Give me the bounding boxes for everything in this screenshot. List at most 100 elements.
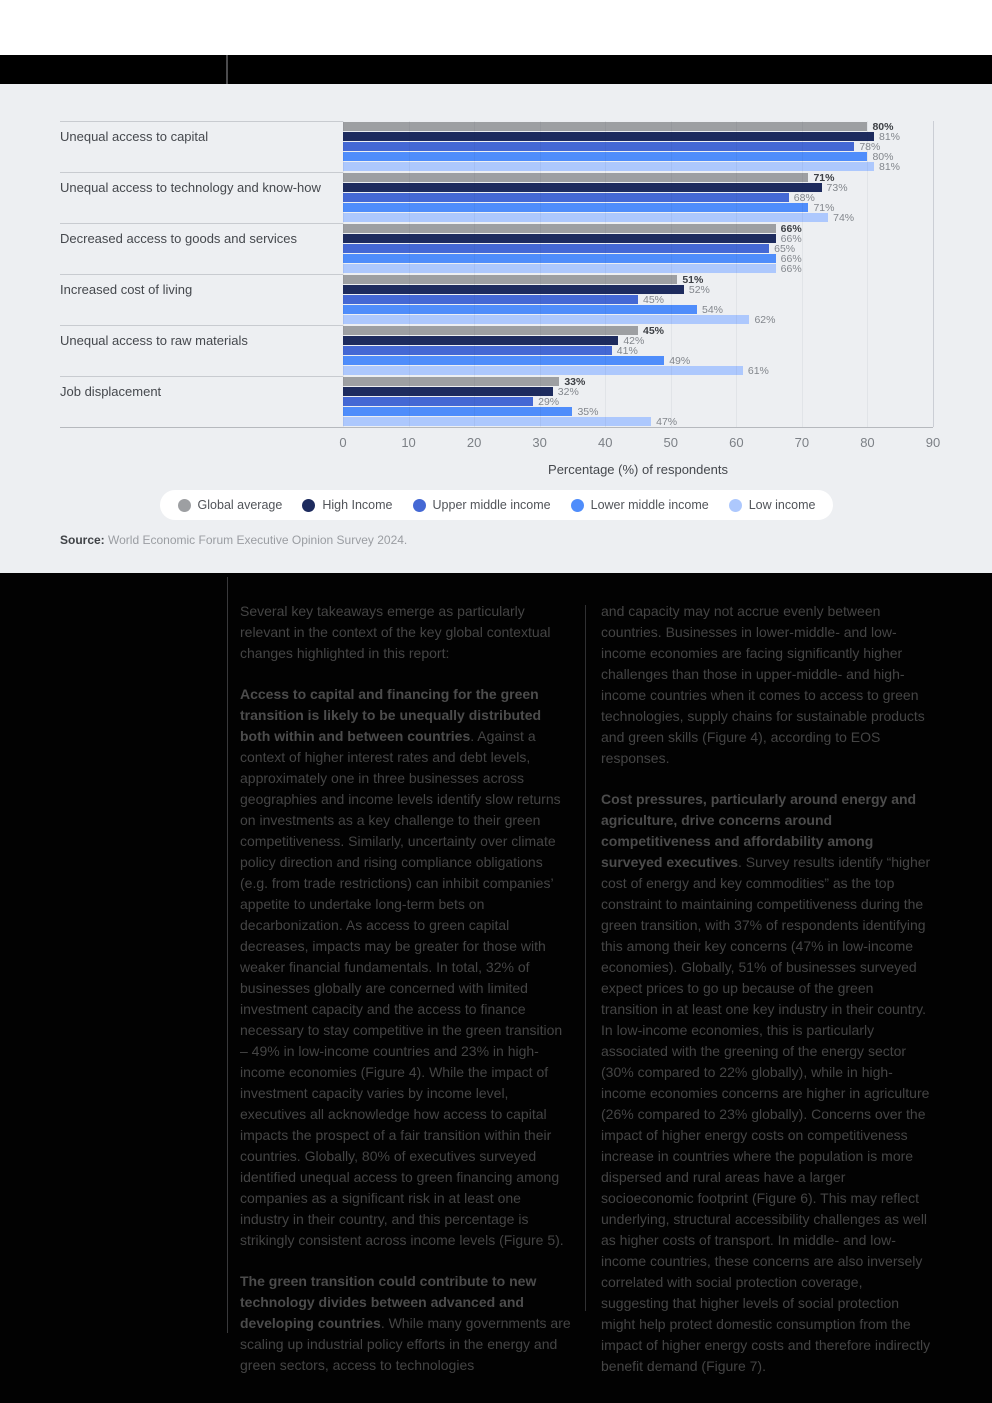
- x-tick: 30: [532, 435, 547, 450]
- bar-value: 51%: [682, 273, 704, 286]
- paragraph: Several key takeaways emerge as particul…: [240, 603, 551, 661]
- figure-row: Unequal access to capital 80% 81% 78% 80% 81%: [60, 121, 933, 173]
- row-plot: 66% 66% 65% 66% 66%: [343, 223, 933, 275]
- legend-label: Upper middle income: [432, 498, 551, 512]
- bar-high-income: [343, 234, 776, 243]
- bar-value: 73%: [826, 181, 848, 194]
- bar-upper-middle-income: [343, 397, 534, 406]
- bar-line: 54%: [343, 303, 933, 316]
- legend-dot: [412, 498, 426, 512]
- source-text: World Economic Forum Executive Opinion S…: [104, 533, 408, 547]
- legend-item-global-average: Global average: [177, 498, 283, 512]
- bar-value: 66%: [780, 262, 802, 275]
- row-plot: 45% 42% 41% 49% 61%: [343, 325, 933, 377]
- bar-line: 29%: [343, 395, 933, 408]
- bar-lower-middle-income: [343, 152, 868, 161]
- bar-chart: Unequal access to capital 80% 81% 78% 80% 81%…: [60, 121, 940, 520]
- bar-value: 49%: [669, 354, 691, 367]
- header-band: [0, 55, 992, 84]
- bar-lower-middle-income: [343, 203, 809, 212]
- bar-value: 66%: [780, 252, 802, 265]
- bar-line: 68%: [343, 191, 933, 204]
- bar-line: 80%: [343, 121, 933, 133]
- bar-line: 81%: [343, 130, 933, 143]
- bar-line: 49%: [343, 354, 933, 367]
- body-section: Several key takeaways emerge as particul…: [0, 573, 992, 1403]
- category-label: Unequal access to technology and know-ho…: [60, 172, 343, 223]
- bar-value: 41%: [616, 344, 638, 357]
- paragraph: The green transition could contribute to…: [240, 1273, 571, 1373]
- x-tick: 50: [663, 435, 678, 450]
- legend-label: Global average: [197, 498, 283, 512]
- bar-high-income: [343, 183, 822, 192]
- bar-line: 65%: [343, 242, 933, 255]
- bar-low-income: [343, 213, 829, 222]
- legend-wrap: Global average High Income Upper middle in…: [60, 490, 933, 520]
- bar-value: 29%: [538, 395, 560, 408]
- bar-low-income: [343, 264, 776, 273]
- bar-line: 66%: [343, 252, 933, 265]
- bar-low-income: [343, 315, 750, 324]
- bar-value: 32%: [557, 385, 579, 398]
- bar-lower-middle-income: [343, 356, 665, 365]
- x-axis-ticks: 0 10 20 30 40 50 60 70 80 90: [339, 428, 940, 452]
- legend-item-high-income: High Income: [302, 498, 393, 512]
- bar-line: 66%: [343, 262, 933, 275]
- x-tick: 60: [729, 435, 744, 450]
- legend-label: Low income: [748, 498, 816, 512]
- bar-value: 65%: [774, 242, 796, 255]
- bar-upper-middle-income: [343, 295, 638, 304]
- x-tick: 70: [794, 435, 810, 450]
- source-line: Source: World Economic Forum Executive O…: [60, 533, 407, 547]
- x-tick: 40: [597, 435, 613, 450]
- bar-value: 74%: [833, 211, 855, 224]
- paragraph: Access to capital and financing for the …: [240, 686, 564, 1248]
- bar-line: 45%: [343, 293, 933, 306]
- figure-row: Unequal access to raw materials 45% 42% 41%…: [60, 325, 933, 377]
- bar-upper-middle-income: [343, 193, 789, 202]
- bar-line: 47%: [343, 416, 933, 428]
- paragraph: and capacity may not accrue evenly betwe…: [601, 603, 925, 766]
- bar-line: 35%: [343, 406, 933, 418]
- legend-dot: [302, 498, 316, 512]
- bar-value: 66%: [780, 232, 802, 245]
- bar-lower-middle-income: [343, 407, 573, 416]
- bar-value: 54%: [702, 303, 724, 316]
- bar-global-average: [343, 377, 560, 386]
- column-divider: [585, 605, 586, 1311]
- paragraph-lead: Access to capital and financing for the …: [240, 686, 542, 744]
- row-plot: 71% 73% 68% 71% 74%: [343, 172, 933, 224]
- bar-line: 33%: [343, 376, 933, 388]
- bar-high-income: [343, 336, 619, 345]
- legend-item-low-income: Low income: [728, 498, 816, 512]
- source-label: Source:: [60, 533, 105, 547]
- bar-upper-middle-income: [343, 244, 770, 253]
- bar-line: 66%: [343, 232, 933, 245]
- text-columns: Several key takeaways emerge as particul…: [240, 601, 932, 1397]
- legend-dot: [728, 498, 742, 512]
- bar-line: 74%: [343, 211, 933, 224]
- figure-row: Increased cost of living 51% 52% 45% 54% 62%: [60, 273, 933, 326]
- x-tick: 10: [401, 435, 416, 450]
- bar-line: 62%: [343, 314, 933, 326]
- x-axis-title: Percentage (%) of respondents: [548, 462, 728, 477]
- bar-value: 45%: [643, 293, 665, 306]
- figure-row: Job displacement 33% 32% 29% 35% 47%: [60, 376, 933, 428]
- paragraph: Cost pressures, particularly around ener…: [601, 791, 931, 1374]
- figure-row: Unequal access to technology and know-ho…: [60, 172, 933, 224]
- bar-line: 45%: [343, 325, 933, 337]
- bar-line: 81%: [343, 161, 933, 173]
- bar-value: 68%: [793, 191, 815, 204]
- bar-low-income: [343, 417, 652, 426]
- bar-value: 81%: [879, 130, 901, 143]
- legend-dot: [570, 498, 584, 512]
- x-tick: 0: [339, 435, 347, 450]
- bar-line: 78%: [343, 141, 933, 153]
- bar-line: 80%: [343, 151, 933, 163]
- row-plot: 80% 81% 78% 80% 81%: [343, 121, 933, 173]
- bar-high-income: [343, 132, 874, 141]
- bar-value: 71%: [813, 201, 835, 214]
- category-label: Job displacement: [60, 376, 343, 427]
- bar-global-average: [343, 326, 638, 335]
